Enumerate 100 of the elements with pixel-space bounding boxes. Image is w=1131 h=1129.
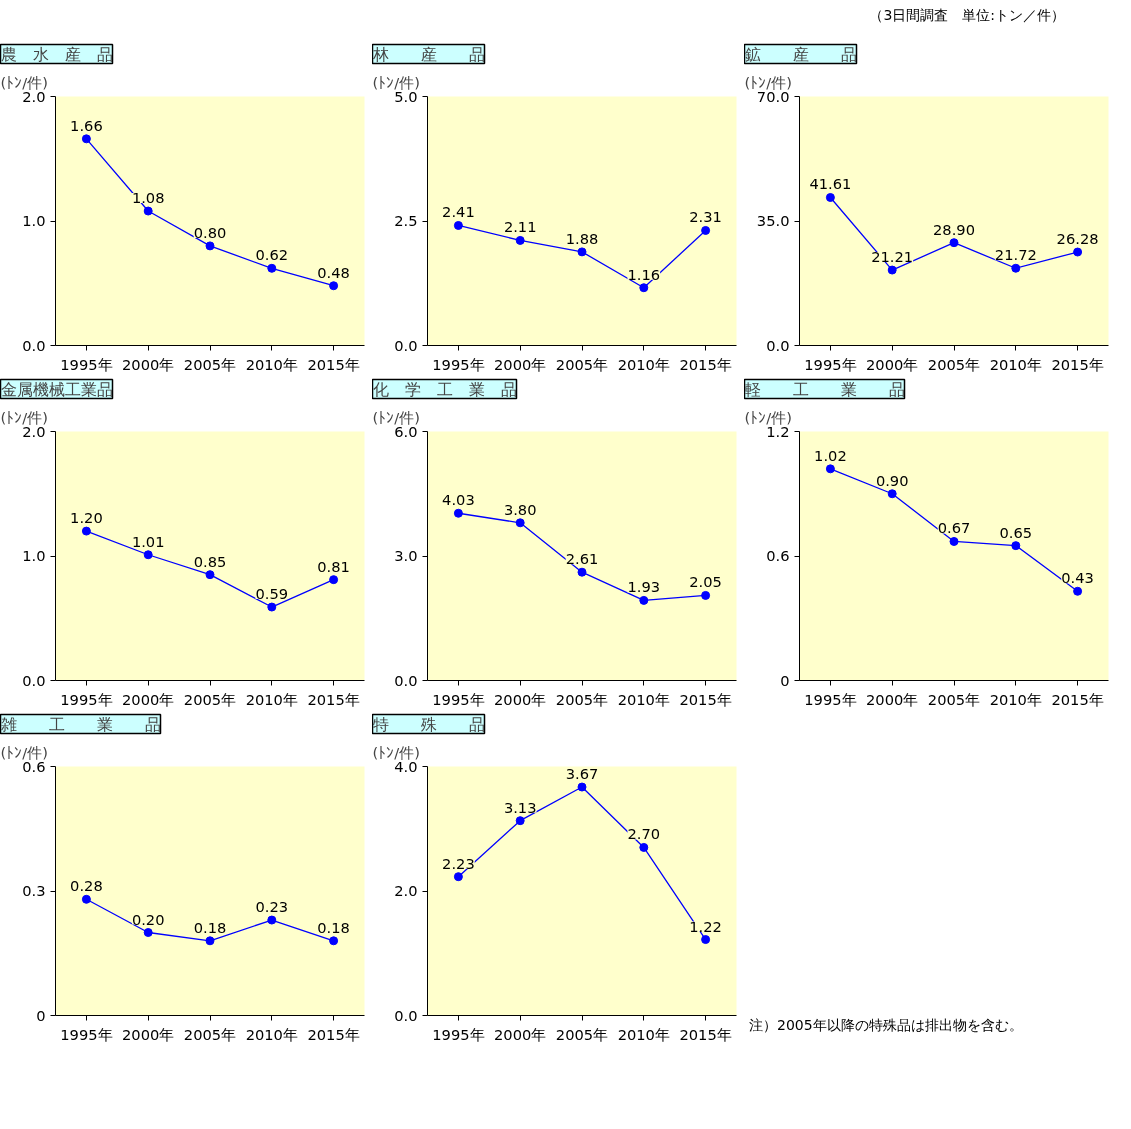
- data-label: 41.61: [809, 175, 852, 193]
- point: [1073, 586, 1083, 596]
- x-tick-label: 2015年: [307, 1025, 360, 1043]
- point: [81, 894, 91, 904]
- x-tick-label: 1995年: [432, 355, 485, 373]
- point: [453, 872, 463, 882]
- y-tick-label: 3.0: [394, 547, 418, 564]
- data-label: 2.31: [689, 208, 722, 226]
- data-label: 0.43: [1061, 569, 1094, 587]
- y-tick-label: 1.0: [22, 212, 46, 229]
- data-label: 1.08: [131, 189, 165, 207]
- x-tick-label: 2010年: [989, 690, 1042, 708]
- point: [267, 602, 277, 612]
- point: [887, 265, 897, 275]
- x-tick-label: 2010年: [617, 355, 670, 373]
- point: [701, 935, 711, 945]
- point: [453, 508, 463, 518]
- y-tick-label: 35.0: [756, 212, 790, 229]
- data-label: 1.16: [627, 265, 661, 283]
- x-tick-label: 2010年: [617, 1025, 670, 1043]
- x-tick-label: 2010年: [245, 1025, 298, 1043]
- data-label: 0.67: [937, 519, 971, 537]
- y-tick-label: 0.0: [22, 336, 46, 354]
- data-label: 2.70: [627, 825, 661, 843]
- data-label: 1.02: [814, 446, 847, 464]
- data-label: 0.85: [193, 552, 227, 570]
- x-tick-label: 2000年: [866, 355, 919, 373]
- point: [1011, 263, 1021, 273]
- point: [267, 263, 277, 273]
- x-tick-label: 2005年: [555, 355, 609, 373]
- y-tick-label: 0: [36, 1006, 46, 1024]
- data-label: 0.81: [317, 557, 350, 575]
- data-label: 0.20: [131, 910, 165, 928]
- point: [515, 816, 525, 826]
- y-axis-title: (ﾄﾝ/件): [372, 73, 420, 91]
- y-axis-title: (ﾄﾝ/件): [372, 743, 420, 761]
- data-label: 0.65: [999, 523, 1033, 541]
- x-tick-label: 2015年: [1051, 355, 1104, 373]
- x-tick-label: 2005年: [927, 690, 981, 708]
- point: [639, 283, 649, 293]
- data-label: 0.28: [70, 877, 103, 895]
- data-label: 0.48: [317, 263, 350, 281]
- y-tick-label: 0.0: [766, 336, 790, 354]
- x-tick-label: 2015年: [679, 1025, 732, 1043]
- point: [639, 842, 649, 852]
- y-tick-label: 0.0: [394, 1006, 418, 1024]
- y-tick-label: 1.0: [22, 547, 46, 564]
- y-axis-title: (ﾄﾝ/件): [0, 408, 48, 426]
- x-tick-label: 1995年: [804, 355, 857, 373]
- point: [81, 134, 91, 144]
- point: [205, 241, 215, 251]
- point: [701, 225, 711, 235]
- x-tick-label: 2000年: [494, 690, 547, 708]
- x-tick-label: 1995年: [60, 355, 113, 373]
- text: （3日間調査 単位:トン／件）: [869, 6, 1065, 25]
- point: [577, 567, 587, 577]
- x-tick-label: 2010年: [245, 690, 298, 708]
- x-tick-label: 1995年: [60, 690, 113, 708]
- x-tick-label: 2000年: [866, 690, 919, 708]
- data-label: 21.72: [994, 246, 1037, 264]
- data-label: 2.61: [565, 550, 599, 568]
- x-tick-label: 2015年: [307, 355, 360, 373]
- point: [267, 915, 277, 925]
- chart-title: 農 水 産 品: [0, 44, 113, 64]
- y-tick-label: 0.0: [22, 671, 46, 689]
- point: [825, 464, 835, 474]
- x-tick-label: 2000年: [122, 690, 175, 708]
- data-label: 2.11: [503, 218, 537, 236]
- chart-title: 雑 工 業 品: [0, 714, 161, 734]
- data-label: 0.59: [255, 585, 289, 603]
- data-label: 1.88: [565, 229, 599, 247]
- data-label: 3.67: [565, 765, 599, 783]
- y-tick-label: 0.3: [22, 882, 46, 899]
- point: [143, 206, 153, 216]
- x-tick-label: 2005年: [927, 355, 981, 373]
- y-axis-title: (ﾄﾝ/件): [0, 743, 48, 761]
- data-label: 0.62: [255, 246, 289, 264]
- point: [639, 595, 649, 605]
- data-label: 0.80: [193, 223, 227, 241]
- y-tick-label: 0.0: [394, 336, 418, 354]
- data-label: 1.93: [627, 578, 661, 596]
- x-tick-label: 2000年: [122, 1025, 175, 1043]
- data-label: 0.18: [317, 918, 350, 936]
- data-label: 28.90: [933, 220, 975, 238]
- y-axis-title: (ﾄﾝ/件): [372, 408, 420, 426]
- data-label: 1.20: [70, 509, 103, 527]
- point: [887, 489, 897, 499]
- point: [329, 281, 339, 291]
- data-label: 1.22: [689, 917, 722, 935]
- y-tick-label: 0.0: [394, 671, 418, 689]
- data-label: 0.18: [193, 918, 227, 936]
- data-label: 2.23: [442, 854, 475, 872]
- point: [205, 936, 215, 946]
- chart-title: 軽 工 業 品: [744, 379, 905, 399]
- point: [515, 235, 525, 245]
- point: [825, 193, 835, 202]
- data-label: 3.13: [503, 798, 537, 816]
- x-tick-label: 2010年: [617, 690, 670, 708]
- point: [143, 928, 153, 937]
- x-tick-label: 2005年: [555, 1025, 609, 1043]
